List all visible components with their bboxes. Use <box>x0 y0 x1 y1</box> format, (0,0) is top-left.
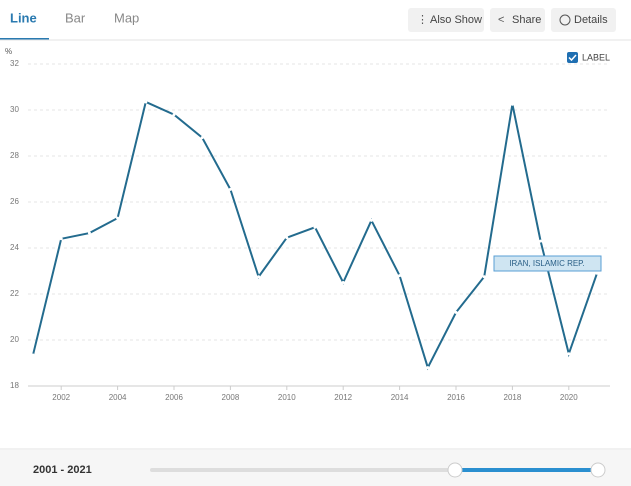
checkbox-check <box>568 54 577 62</box>
button-label[interactable]: Details <box>574 14 608 26</box>
data-point <box>228 187 232 191</box>
button-icon: < <box>498 14 504 26</box>
tab-bar[interactable]: Bar <box>65 10 86 25</box>
x-tick-label: 2016 <box>447 393 465 402</box>
x-tick-label: 2008 <box>222 393 240 402</box>
y-axis-unit: % <box>5 47 12 56</box>
y-tick-label: 24 <box>10 243 19 252</box>
details-button[interactable]: Details <box>551 8 616 32</box>
y-tick-label: 20 <box>10 335 19 344</box>
share-button[interactable]: < Share <box>490 8 545 32</box>
series-label: IRAN, ISLAMIC REP. <box>509 259 584 268</box>
tab-line[interactable]: Line <box>10 10 37 25</box>
data-point <box>144 100 148 104</box>
data-point <box>539 239 543 243</box>
series-label-box <box>493 255 602 272</box>
data-point <box>454 310 458 314</box>
x-tick-label: 2020 <box>560 393 578 402</box>
data-point <box>200 136 204 140</box>
x-tick-label: 2012 <box>334 393 352 402</box>
y-tick-label: 30 <box>10 105 19 114</box>
y-tick-label: 26 <box>10 197 19 206</box>
data-point <box>369 218 373 222</box>
x-tick-label: 2010 <box>278 393 296 402</box>
slider-handle-start[interactable] <box>447 462 463 478</box>
data-point <box>398 274 402 278</box>
button-bg <box>408 8 484 32</box>
button-icon <box>559 14 571 26</box>
range-label: 2001 - 2021 <box>33 464 92 476</box>
x-tick-label: 2018 <box>504 393 522 402</box>
data-point <box>31 353 35 357</box>
data-point <box>116 216 120 220</box>
x-tick-label: 2002 <box>52 393 70 402</box>
button-bg <box>490 8 545 32</box>
data-point <box>510 102 514 106</box>
data-point <box>172 113 176 117</box>
data-point <box>482 275 486 279</box>
label-checkbox-text[interactable]: LABEL <box>582 52 610 62</box>
active-tab-underline <box>0 38 49 40</box>
data-point <box>59 237 63 241</box>
also-show-button[interactable]: ⋮ Also Show <box>408 8 484 32</box>
data-point <box>426 366 430 370</box>
button-icon: ⋮ <box>417 14 428 26</box>
data-point <box>595 271 599 275</box>
y-tick-label: 18 <box>10 381 19 390</box>
button-label[interactable]: Also Show <box>430 14 482 26</box>
x-tick-label: 2004 <box>109 393 127 402</box>
slider-range <box>455 468 598 472</box>
button-label[interactable]: Share <box>512 14 541 26</box>
data-point <box>567 352 571 356</box>
button-bg <box>551 8 616 32</box>
y-tick-label: 28 <box>10 151 19 160</box>
tab-map[interactable]: Map <box>114 10 139 25</box>
data-point <box>313 225 317 229</box>
plot: 18 20 22 24 26 28 30 32 2002 2004 2006 2008 2010 2012… <box>10 59 610 402</box>
y-tick-label: 32 <box>10 59 19 68</box>
y-tick-label: 22 <box>10 289 19 298</box>
label-checkbox[interactable] <box>567 52 578 63</box>
data-point <box>87 231 91 235</box>
data-point <box>257 275 261 279</box>
slider-handle-end[interactable] <box>590 462 606 478</box>
data-point <box>341 281 345 284</box>
x-tick-label: 2006 <box>165 393 183 402</box>
x-tick-label: 2014 <box>391 393 409 402</box>
data-point <box>285 236 289 240</box>
